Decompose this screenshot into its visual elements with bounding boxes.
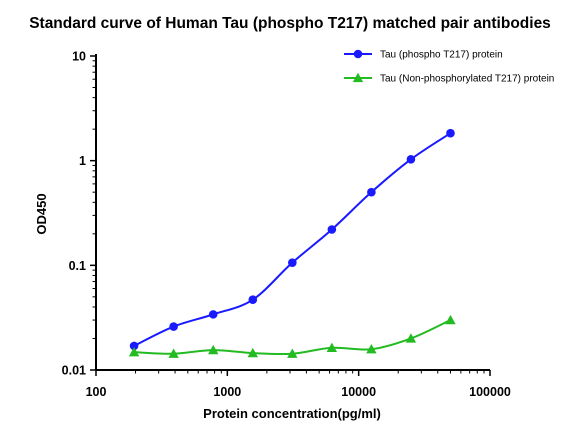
axes: 0.01 0.1 1 10 100 1000 10000 100000 bbox=[62, 50, 511, 400]
x-tick-label: 1000 bbox=[213, 385, 241, 399]
legend-label-1: Tau (Non-phosphorylated T217) protein bbox=[380, 74, 554, 85]
y-tick-label: 0.1 bbox=[69, 259, 86, 273]
series-1-point bbox=[128, 346, 140, 357]
series-0-point bbox=[288, 258, 297, 267]
x-tick-label: 10000 bbox=[341, 385, 376, 399]
legend-label-0: Tau (phospho T217) protein bbox=[380, 50, 503, 61]
series-0-fit-line bbox=[133, 132, 452, 347]
y-tick-label: 1 bbox=[79, 154, 86, 168]
series-1-point bbox=[247, 347, 259, 358]
series-1-point bbox=[445, 314, 456, 325]
legend: Tau (phospho T217) protein Tau (Non-phosp… bbox=[344, 50, 554, 85]
x-tick-label: 100 bbox=[86, 385, 107, 399]
series-0-point bbox=[446, 128, 455, 138]
x-tick-label: 100000 bbox=[469, 385, 511, 399]
series-0-point bbox=[406, 155, 416, 164]
legend-marker-1 bbox=[352, 72, 364, 83]
series-0-point bbox=[169, 322, 178, 331]
x-axis-title: Protein concentration(pg/ml) bbox=[203, 406, 381, 421]
series-0-point bbox=[367, 187, 376, 197]
legend-marker-0 bbox=[353, 49, 363, 59]
series-0-point bbox=[208, 310, 218, 319]
y-tick-label: 10 bbox=[72, 50, 86, 64]
y-tick-label: 0.01 bbox=[62, 364, 86, 378]
data-points bbox=[128, 128, 456, 358]
chart-title: Standard curve of Human Tau (phospho T21… bbox=[29, 15, 551, 32]
series-0-point bbox=[129, 341, 139, 351]
series-1-point bbox=[366, 344, 377, 354]
series-1-point bbox=[168, 348, 179, 358]
series-1-point bbox=[208, 344, 219, 355]
series-1-point bbox=[326, 342, 338, 352]
series-1-point bbox=[405, 333, 417, 343]
fitted-curves bbox=[133, 132, 452, 356]
y-axis-title: OD450 bbox=[34, 193, 49, 234]
series-0-point bbox=[248, 295, 258, 304]
series-1-point bbox=[287, 348, 298, 358]
series-0-point bbox=[327, 225, 337, 234]
